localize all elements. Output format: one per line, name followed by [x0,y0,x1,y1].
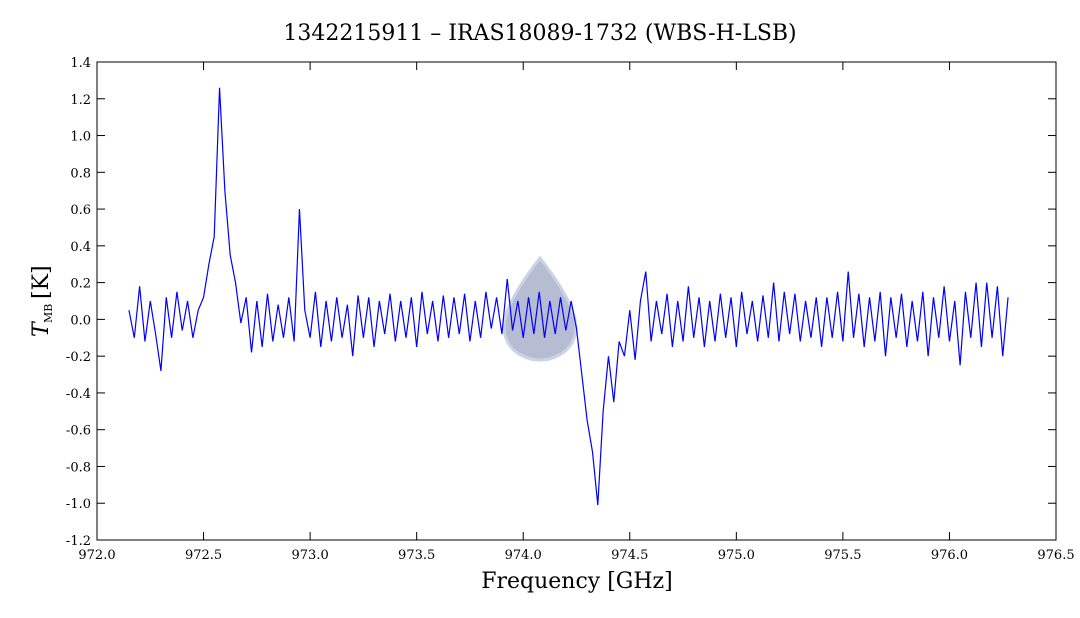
y-label-symbol: T [29,320,54,337]
x-tick-label: 976.5 [1037,548,1074,563]
y-tick-label: -0.2 [66,350,91,365]
watermark-drop [502,255,578,362]
x-tick-label: 973.0 [292,548,329,563]
y-tick-label: 1.2 [70,93,91,108]
plot-frame [96,61,1057,541]
y-tick-label: 0.6 [70,203,91,218]
x-tick-label: 972.5 [185,548,222,563]
y-tick-label: -1.2 [66,534,91,549]
x-tick-label: 973.5 [398,548,435,563]
y-tick-label: -0.4 [66,387,91,402]
y-label-subscript: MB [42,304,55,323]
x-tick-label: 976.0 [931,548,968,563]
x-axis-label: Frequency [GHz] [481,569,673,594]
y-tick-label: 0.0 [70,313,91,328]
x-tick-label: 974.5 [611,548,648,563]
y-tick-label: -1.0 [66,497,91,512]
x-tick-label: 974.0 [505,548,542,563]
x-tick-label: 975.5 [824,548,861,563]
y-tick-label: 0.8 [70,166,91,181]
y-tick-label: 1.4 [70,56,91,71]
spectrum-line [128,87,1009,506]
x-tick-label: 975.0 [718,548,755,563]
x-tick-label: 972.0 [78,548,115,563]
chart-title: 1342215911 – IRAS18089-1732 (WBS-H-LSB) [283,21,796,46]
y-tick-label: 0.2 [70,277,91,292]
y-tick-label: 1.0 [70,130,91,145]
y-tick-label: 0.4 [70,240,91,255]
watermark [502,255,578,362]
y-tick-label: -0.6 [66,424,91,439]
y-tick-label: -0.8 [66,460,91,475]
y-label-unit: [K] [29,265,54,299]
y-axis-label: T MB [K] [29,265,55,337]
